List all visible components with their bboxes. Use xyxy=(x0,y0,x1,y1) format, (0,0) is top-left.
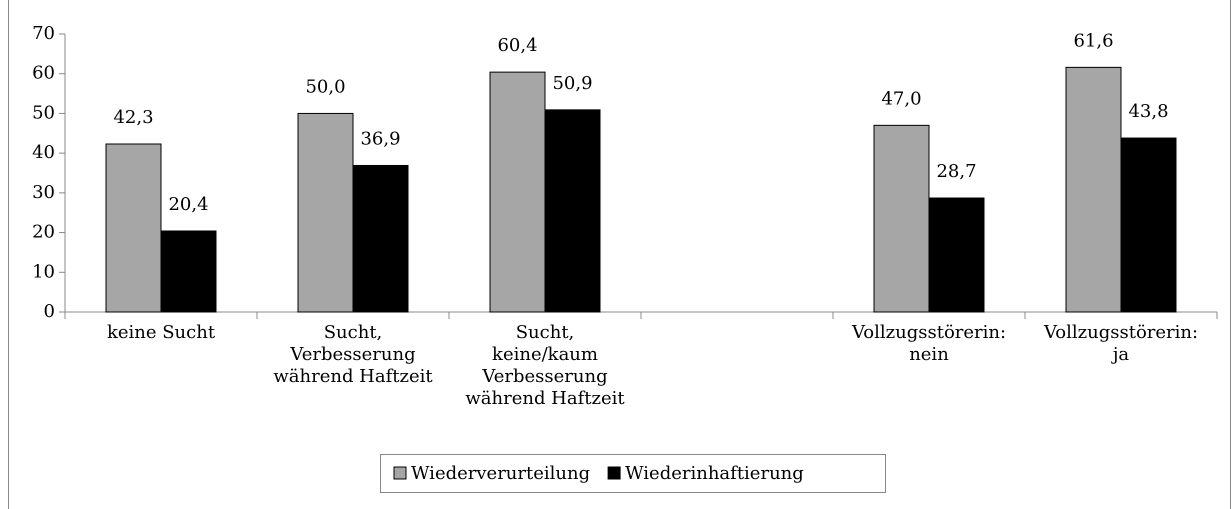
y-tick-label: 20 xyxy=(32,222,55,243)
data-label: 43,8 xyxy=(1128,101,1168,122)
bar xyxy=(352,164,409,313)
data-label: 20,4 xyxy=(168,194,208,215)
data-label: 61,6 xyxy=(1073,30,1113,51)
bar xyxy=(544,109,601,313)
y-tick-label: 30 xyxy=(32,182,55,203)
bar xyxy=(297,112,354,313)
y-tick-label: 60 xyxy=(32,63,55,84)
data-label: 47,0 xyxy=(881,88,921,109)
data-label: 42,3 xyxy=(113,107,153,128)
x-tick-label: keine Sucht xyxy=(106,322,216,343)
data-label: 50,9 xyxy=(552,73,592,94)
data-label: 60,4 xyxy=(497,35,537,56)
chart-frame xyxy=(8,0,1231,509)
data-label: 50,0 xyxy=(305,76,345,97)
y-tick-label: 0 xyxy=(44,301,55,322)
data-label: 36,9 xyxy=(360,128,400,149)
x-tick-label: Sucht, keine/kaum Verbesserung während H… xyxy=(465,322,625,409)
y-tick-label: 10 xyxy=(32,261,55,282)
legend-label: Wiederverurteilung xyxy=(411,463,590,484)
bar xyxy=(1120,137,1177,313)
bar xyxy=(489,71,546,313)
x-tick-label: Vollzugsstörerin: ja xyxy=(1043,322,1199,365)
y-tick-label: 70 xyxy=(32,23,55,44)
x-tick-label: Vollzugsstörerin: nein xyxy=(851,322,1007,365)
data-label: 28,7 xyxy=(936,161,976,182)
legend-swatch xyxy=(607,466,621,480)
y-tick-label: 50 xyxy=(32,102,55,123)
legend-label: Wiederinhaftierung xyxy=(625,463,804,484)
legend-swatch xyxy=(393,466,407,480)
bar xyxy=(928,197,985,313)
legend-box xyxy=(380,454,886,493)
bar xyxy=(1065,66,1122,313)
bar xyxy=(160,230,217,313)
bar xyxy=(873,124,930,313)
x-tick-label: Sucht, Verbesserung während Haftzeit xyxy=(273,322,433,387)
y-tick-label: 40 xyxy=(32,142,55,163)
bar xyxy=(105,143,162,313)
